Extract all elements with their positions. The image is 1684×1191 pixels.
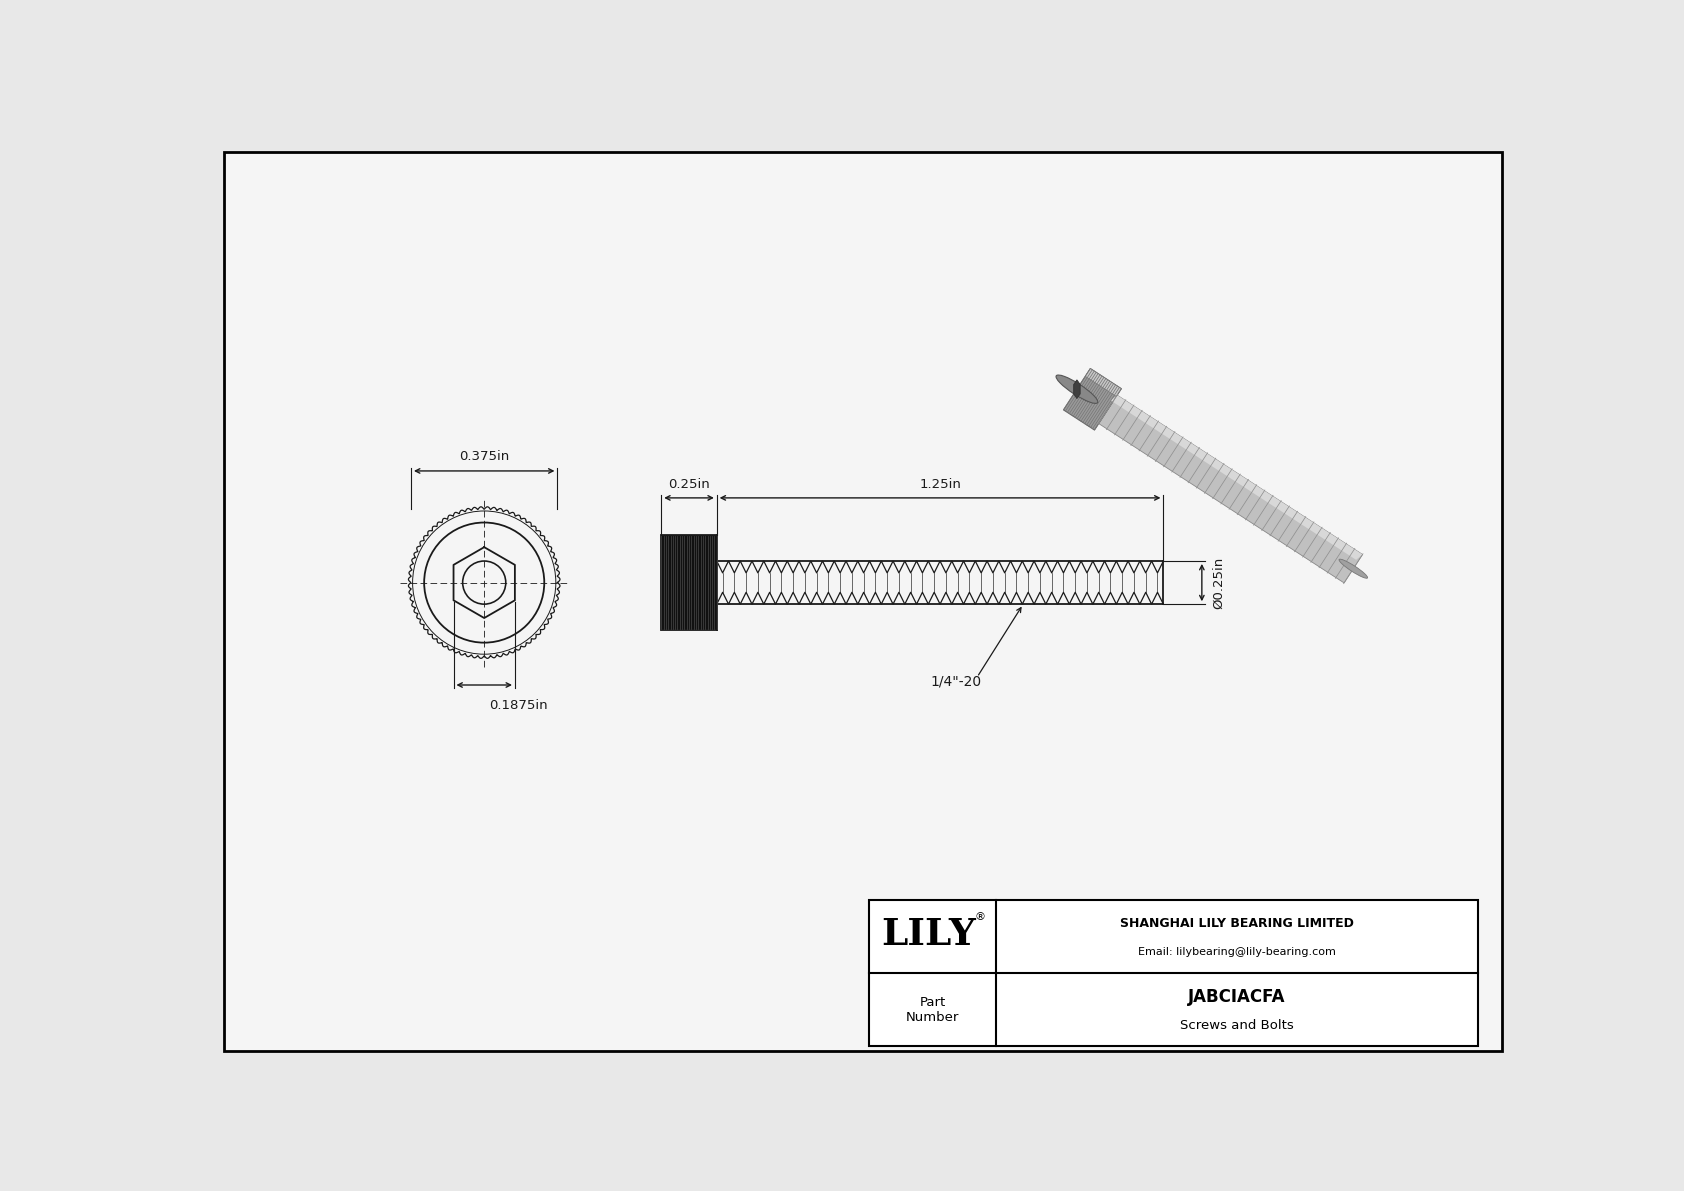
Text: ®: ® bbox=[975, 912, 985, 922]
Polygon shape bbox=[1111, 395, 1362, 560]
Text: 1.25in: 1.25in bbox=[919, 478, 962, 491]
Text: 0.1875in: 0.1875in bbox=[490, 699, 549, 712]
Text: 1/4"-20: 1/4"-20 bbox=[931, 674, 982, 688]
Text: 0.375in: 0.375in bbox=[460, 450, 509, 463]
Text: LILY: LILY bbox=[881, 916, 977, 953]
Polygon shape bbox=[1064, 368, 1122, 430]
Bar bbox=[662, 535, 717, 630]
Polygon shape bbox=[1098, 395, 1362, 582]
Text: Ø0.25in: Ø0.25in bbox=[1212, 556, 1226, 609]
Polygon shape bbox=[1084, 368, 1122, 397]
Text: JABCIACFA: JABCIACFA bbox=[1189, 989, 1285, 1006]
Polygon shape bbox=[1074, 380, 1079, 399]
Text: Part
Number: Part Number bbox=[906, 996, 960, 1023]
Ellipse shape bbox=[1339, 559, 1367, 579]
Text: Screws and Bolts: Screws and Bolts bbox=[1180, 1019, 1293, 1033]
Text: 0.25in: 0.25in bbox=[669, 478, 711, 491]
Text: SHANGHAI LILY BEARING LIMITED: SHANGHAI LILY BEARING LIMITED bbox=[1120, 917, 1354, 930]
Text: Email: lilybearing@lily-bearing.com: Email: lilybearing@lily-bearing.com bbox=[1138, 948, 1335, 958]
Bar bbox=[869, 900, 1477, 1046]
Ellipse shape bbox=[1056, 375, 1098, 404]
